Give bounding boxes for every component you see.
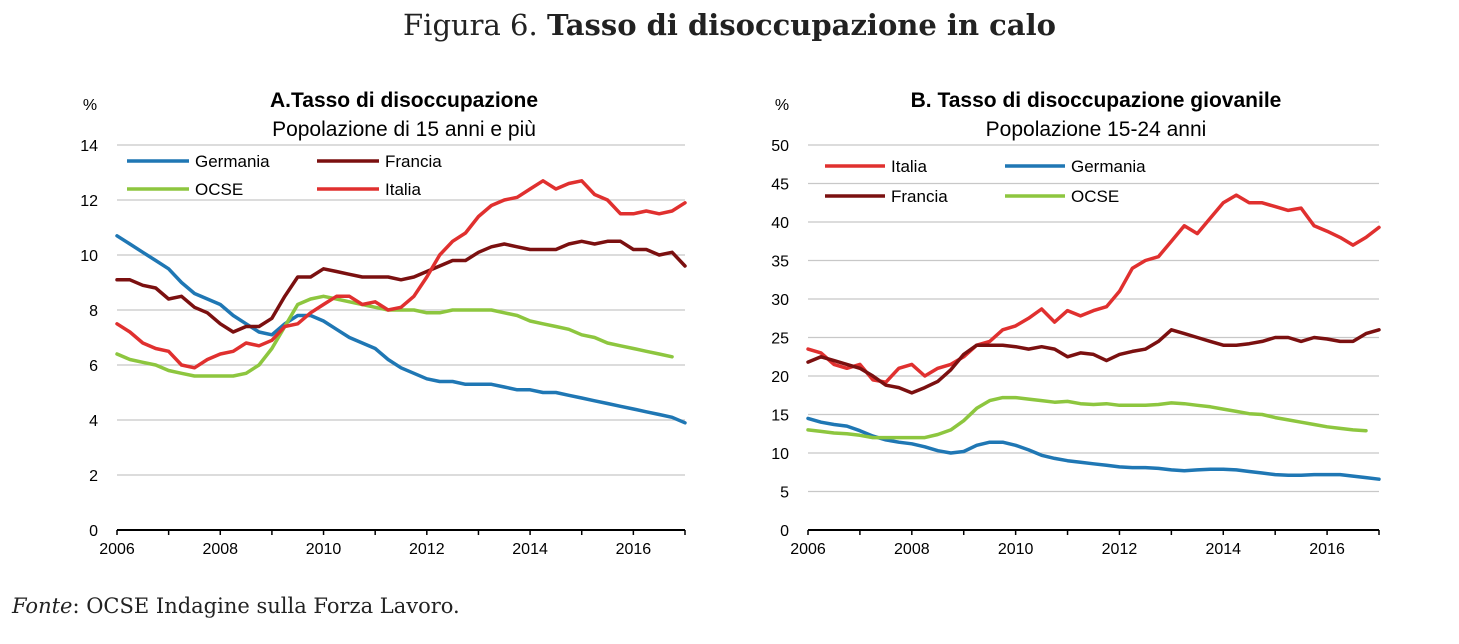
x-tick-label: 2012 — [1102, 541, 1138, 558]
legend-label-francia: Francia — [891, 187, 948, 206]
x-tick-label: 2006 — [99, 541, 135, 558]
x-tick-label: 2008 — [202, 541, 238, 558]
x-tick-label: 2012 — [409, 541, 445, 558]
y-tick-label: 2 — [89, 468, 98, 485]
series-line-italia — [115, 179, 687, 370]
y-tick-label: 4 — [89, 413, 98, 430]
y-tick-label: 20 — [771, 369, 789, 386]
series-line-italia — [806, 193, 1381, 384]
y-tick-label: 8 — [89, 303, 98, 320]
x-tick-label: 2016 — [616, 541, 652, 558]
legend-label-ocse: OCSE — [1071, 187, 1119, 206]
panel-title: B. Tasso di disoccupazione giovanile — [911, 89, 1282, 112]
x-tick-label: 2014 — [512, 541, 548, 558]
panel-subtitle: Popolazione di 15 anni e più — [272, 118, 536, 141]
source-note: Fonte: OCSE Indagine sulla Forza Lavoro. — [12, 594, 460, 618]
y-tick-label: 10 — [771, 446, 789, 463]
y-tick-label: 12 — [80, 193, 98, 210]
figure-title: Figura 6. Tasso di disoccupazione in cal… — [0, 8, 1459, 42]
y-tick-label: 14 — [80, 138, 98, 155]
source-text: : OCSE Indagine sulla Forza Lavoro. — [72, 594, 460, 618]
y-tick-label: 5 — [780, 485, 789, 502]
y-tick-label: 0 — [89, 523, 98, 540]
legend-label-germania: Germania — [195, 152, 270, 171]
figure-label: Figura 6. — [403, 8, 538, 42]
x-tick-label: 2006 — [790, 541, 826, 558]
chart-panel-a: 0 2 4 6 8 10 12 14 2006 2008 2010 2012 2014 2016% A.Ta… — [80, 89, 687, 558]
panel-subtitle: Popolazione 15-24 anni — [986, 118, 1207, 141]
y-tick-label: 10 — [80, 248, 98, 265]
source-label: Fonte — [12, 594, 73, 618]
y-tick-label: 40 — [771, 215, 789, 232]
series-line-ocse — [806, 395, 1368, 440]
x-tick-label: 2016 — [1309, 541, 1345, 558]
figure-title-text: Tasso di disoccupazione in calo — [546, 8, 1056, 42]
y-tick-label: 6 — [89, 358, 98, 375]
y-tick-label: 25 — [771, 331, 789, 348]
x-tick-label: 2010 — [998, 541, 1034, 558]
series-line-germania — [115, 234, 687, 425]
legend-label-italia: Italia — [891, 157, 927, 176]
legend-label-germania: Germania — [1071, 157, 1146, 176]
legend-label-ocse: OCSE — [195, 180, 243, 199]
x-tick-label: 2008 — [894, 541, 930, 558]
chart-panel-b: 0 5 10 15 20 25 30 35 40 45 50 2006 2008 2010 2012 2014… — [771, 89, 1381, 558]
y-tick-label: 45 — [771, 177, 789, 194]
series-line-francia — [115, 239, 687, 334]
series-line-francia — [806, 328, 1381, 395]
y-tick-label: 35 — [771, 254, 789, 271]
legend-label-italia: Italia — [385, 180, 421, 199]
x-tick-label: 2010 — [306, 541, 342, 558]
legend-label-francia: Francia — [385, 152, 442, 171]
x-tick-label: 2014 — [1205, 541, 1241, 558]
y-unit-label: % — [775, 97, 789, 114]
series-line-germania — [806, 416, 1381, 481]
y-tick-label: 15 — [771, 408, 789, 425]
y-tick-label: 0 — [780, 523, 789, 540]
y-tick-label: 50 — [771, 138, 789, 155]
panel-title: A.Tasso di disoccupazione — [270, 89, 538, 112]
y-tick-label: 30 — [771, 292, 789, 309]
y-unit-label: % — [83, 97, 97, 114]
